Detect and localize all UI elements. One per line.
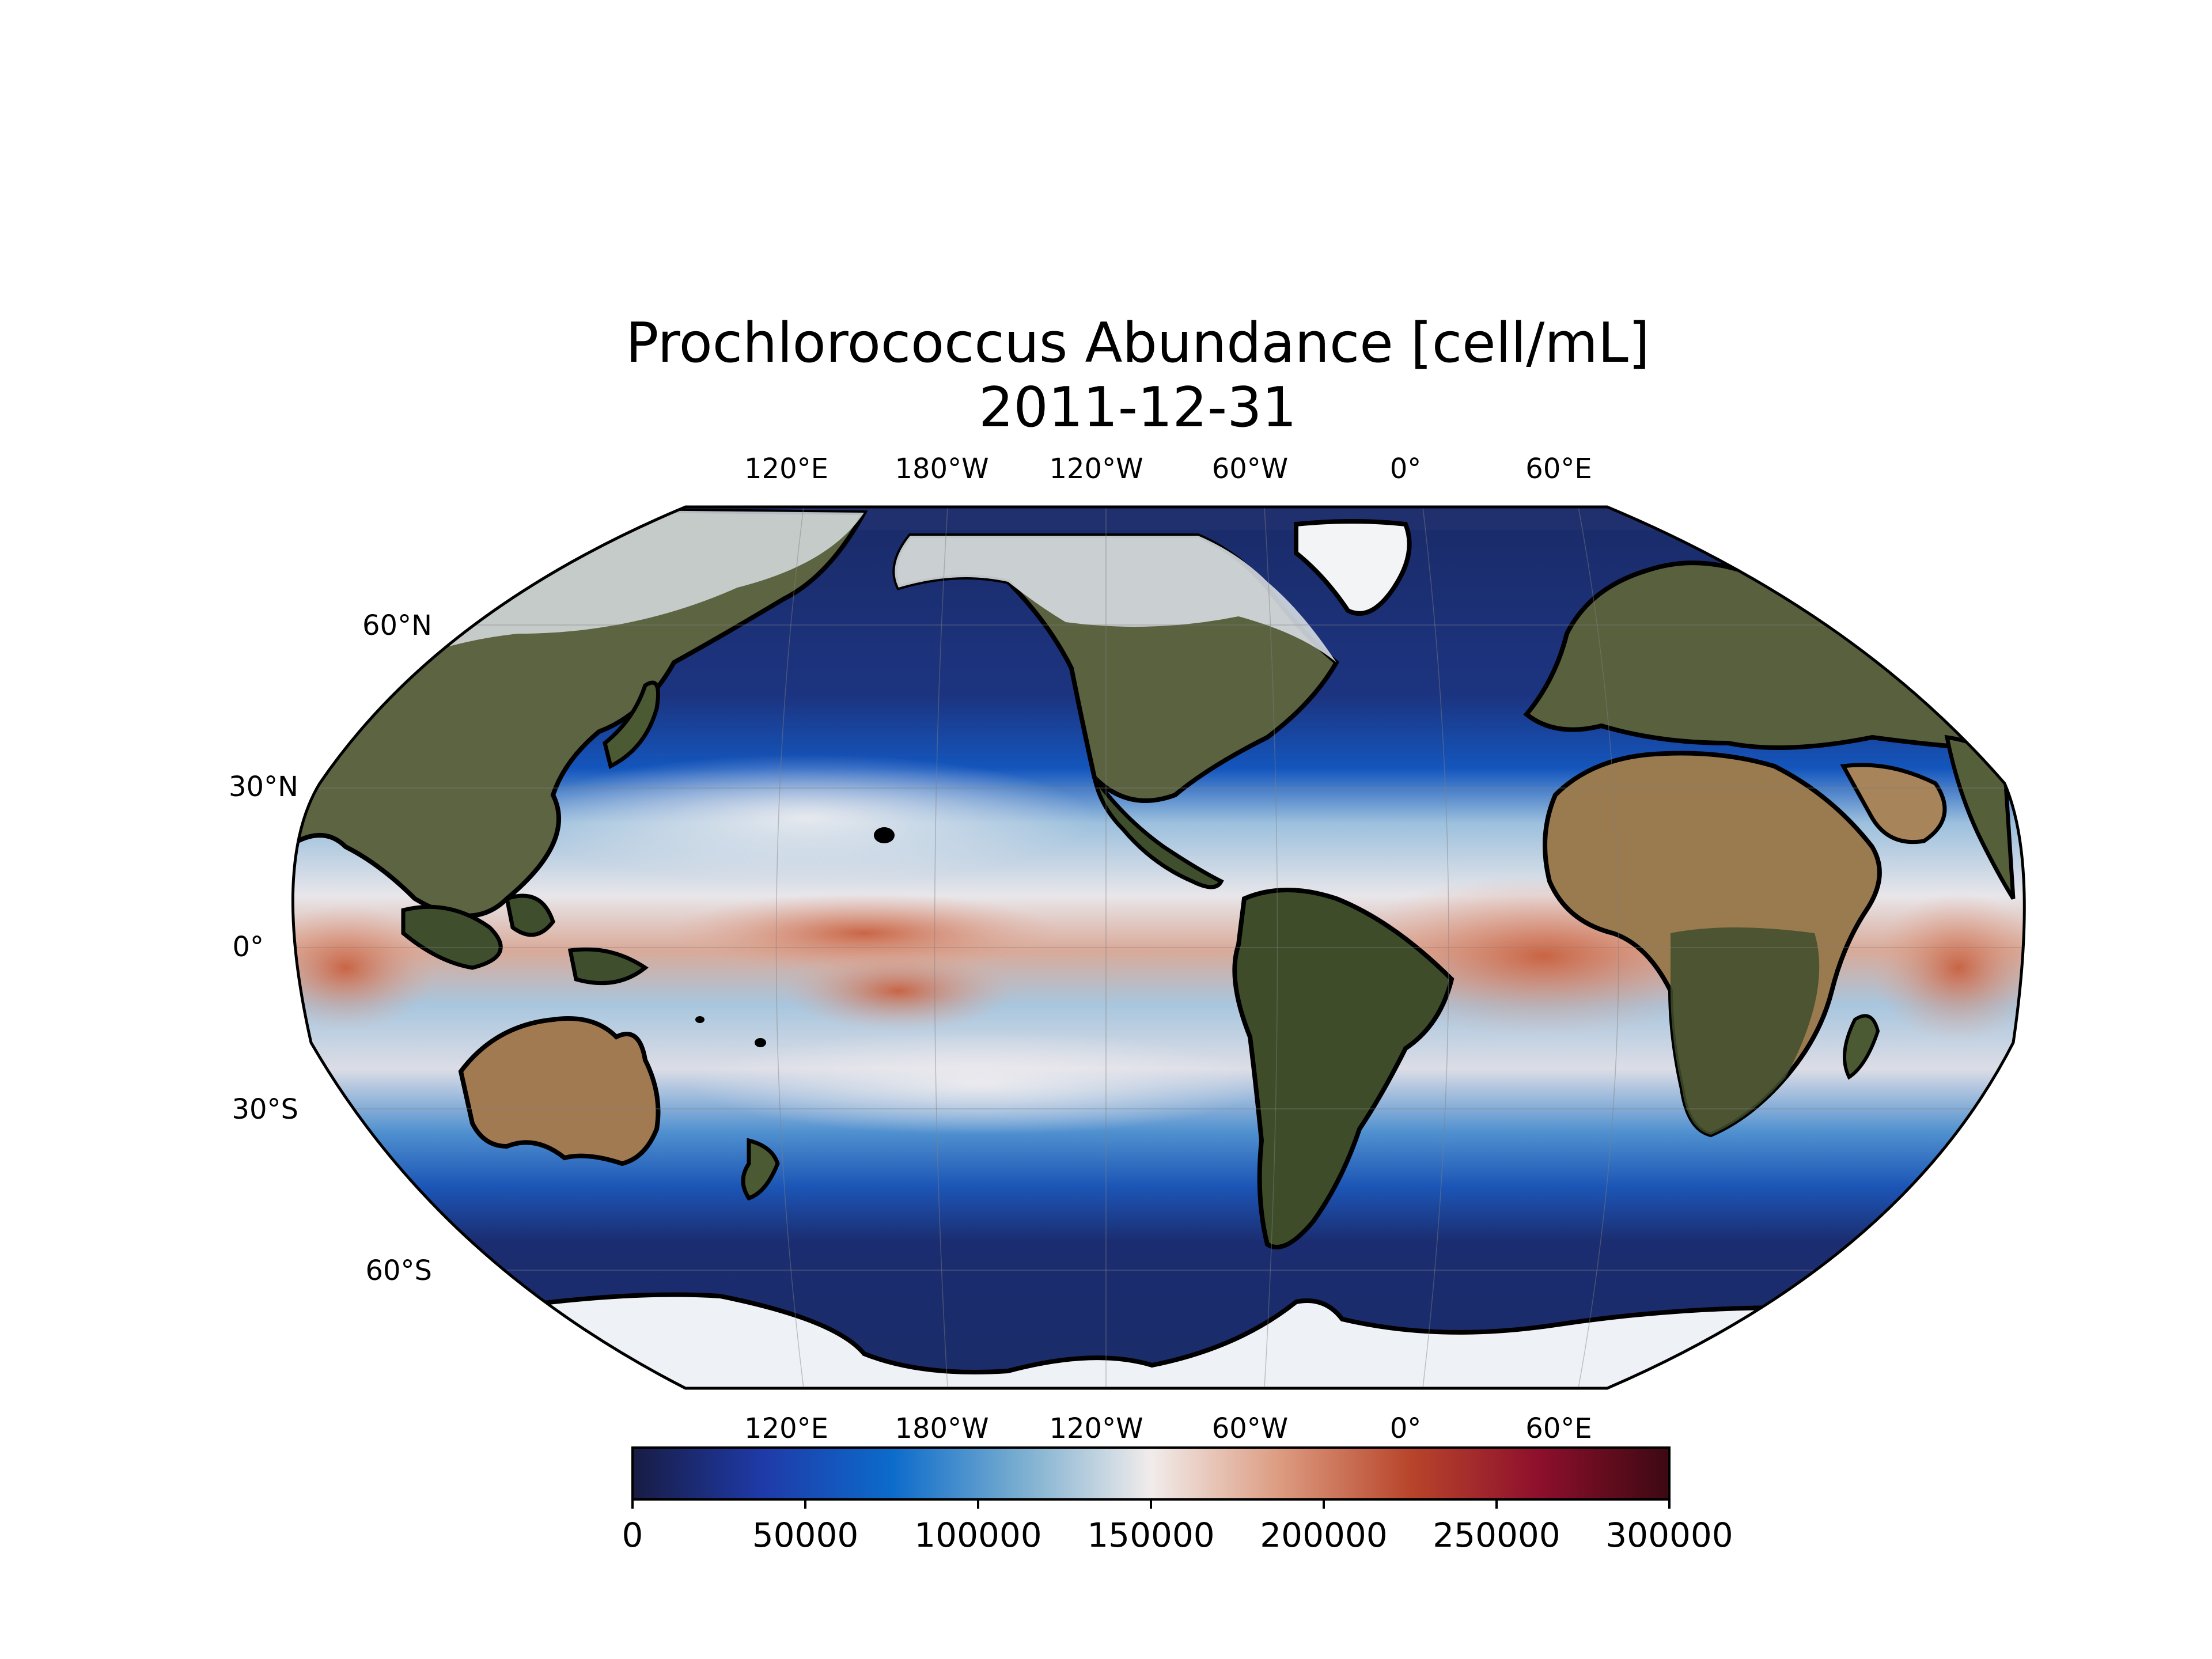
lon-label-top: 60°E xyxy=(1525,453,1592,485)
hawaii-island xyxy=(874,827,895,843)
colorbar-tick-label: 150000 xyxy=(1087,1516,1214,1555)
colorbar-tick-label: 100000 xyxy=(914,1516,1041,1555)
madagascar-island xyxy=(1843,1014,1880,1080)
colorbar: 0 50000 100000 150000 200000 250000 300000 xyxy=(622,1446,1733,1555)
map-title: Prochlorococcus Abundance [cell/mL] xyxy=(626,312,1650,375)
lon-label-top: 180°W xyxy=(895,453,988,485)
map-date: 2011-12-31 xyxy=(979,376,1297,440)
colorbar-tick-label: 250000 xyxy=(1433,1516,1560,1555)
greenland-landmass xyxy=(1294,519,1412,616)
lat-label: 30°N xyxy=(229,771,298,803)
longitude-labels-bottom: 120°E 180°W 120°W 60°W 0° 60°E xyxy=(744,1412,1592,1445)
lon-label-bottom: 0° xyxy=(1390,1412,1422,1445)
lat-label: 60°N xyxy=(362,609,432,642)
lon-label-bottom: 60°W xyxy=(1212,1412,1289,1445)
colorbar-tick-label: 200000 xyxy=(1260,1516,1387,1555)
colorbar-ticks: 0 50000 100000 150000 200000 250000 300000 xyxy=(622,1499,1733,1555)
colorbar-tick-label: 0 xyxy=(622,1516,643,1555)
graticule xyxy=(293,507,2025,1388)
colorbar-gradient xyxy=(631,1446,1671,1501)
globe xyxy=(293,507,2025,1388)
lon-label-bottom: 120°W xyxy=(1049,1412,1143,1445)
australia-landmass xyxy=(458,1016,661,1166)
lon-label-bottom: 60°E xyxy=(1525,1412,1592,1445)
colorbar-tick-label: 50000 xyxy=(752,1516,859,1555)
lat-label: 30°S xyxy=(232,1093,298,1126)
indonesia-islands xyxy=(401,893,649,986)
japan-island xyxy=(603,680,660,770)
latitude-labels: 60°N 30°N 0° 30°S 60°S xyxy=(229,609,432,1287)
central-america-landmass xyxy=(1092,776,1224,889)
arabia-landmass xyxy=(1840,763,1947,844)
lat-label: 60°S xyxy=(365,1255,432,1287)
lon-label-top: 120°W xyxy=(1049,453,1143,485)
new-zealand-island xyxy=(741,1138,780,1201)
antarctica-landmass xyxy=(457,1292,1847,1388)
lon-label-bottom: 180°W xyxy=(895,1412,988,1445)
longitude-labels-top: 120°E 180°W 120°W 60°W 0° 60°E xyxy=(744,453,1592,485)
lon-label-top: 0° xyxy=(1390,453,1422,485)
lon-label-top: 60°W xyxy=(1212,453,1289,485)
lon-label-bottom: 120°E xyxy=(744,1412,828,1445)
south-america-landmass xyxy=(1232,888,1455,1249)
globe-outline xyxy=(291,505,2026,1390)
lon-label-top: 120°E xyxy=(744,453,828,485)
colorbar-tick-label: 300000 xyxy=(1605,1516,1733,1555)
lat-label: 0° xyxy=(232,931,264,963)
